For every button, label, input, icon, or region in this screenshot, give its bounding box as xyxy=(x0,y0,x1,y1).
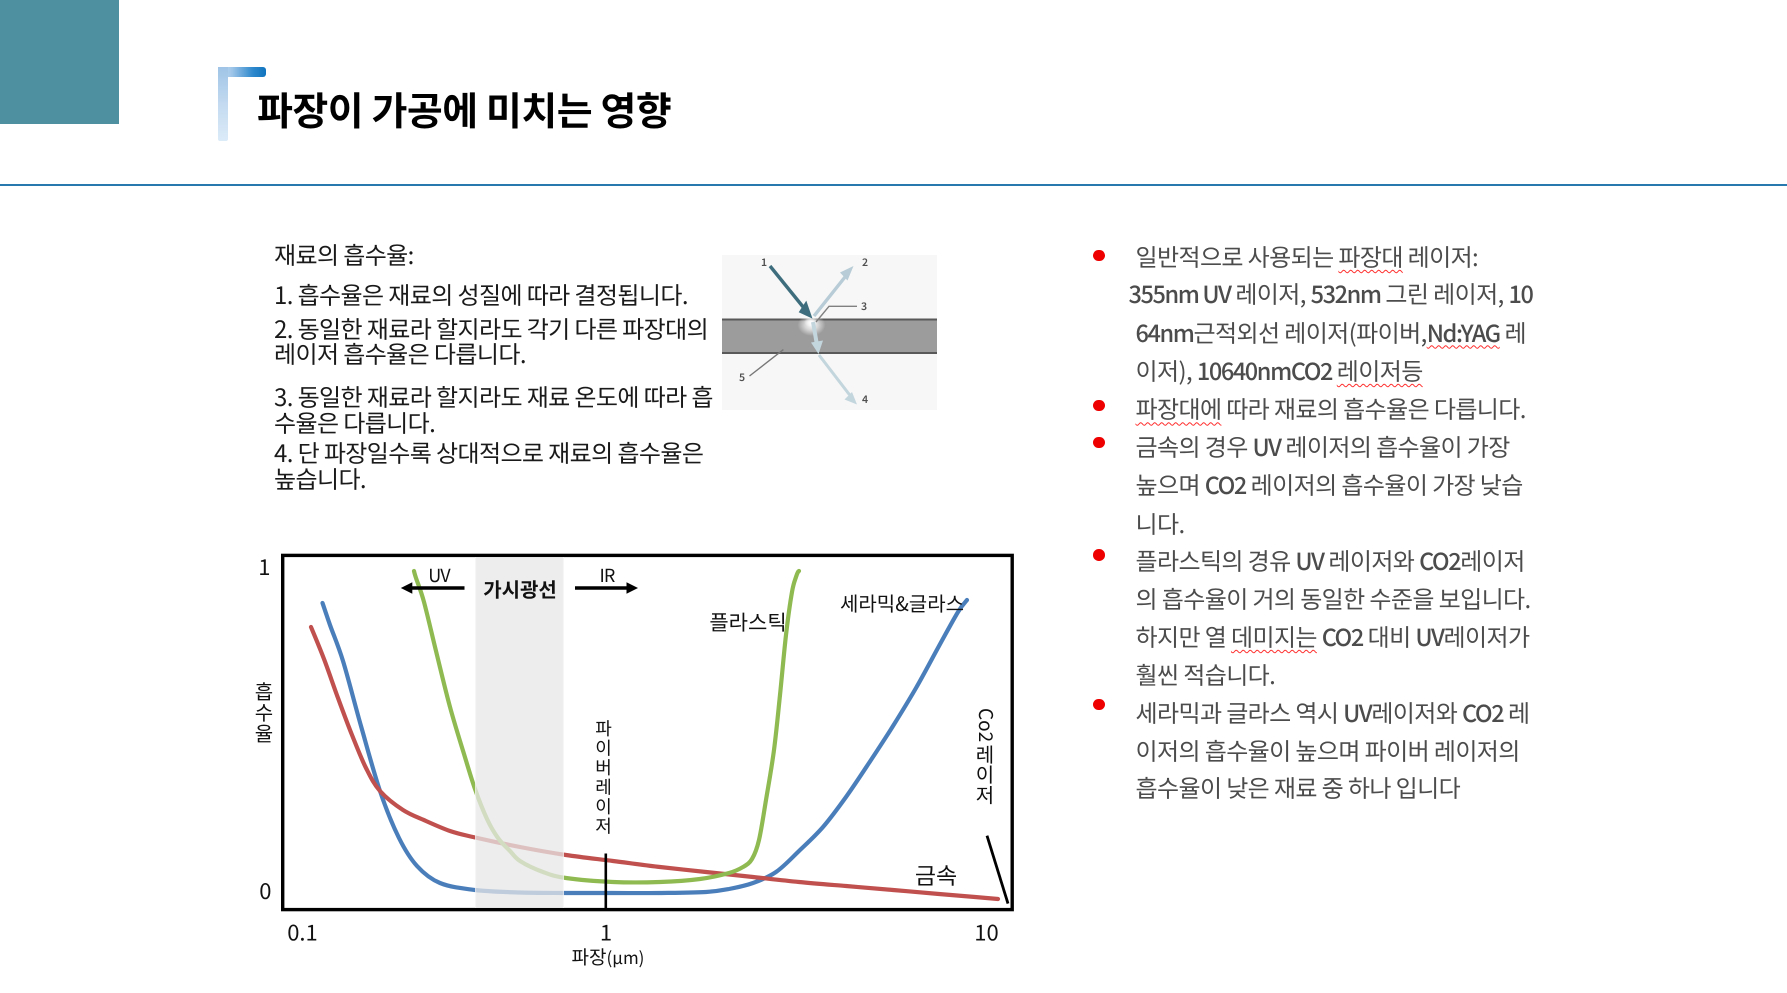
svg-text:저: 저 xyxy=(595,813,612,839)
svg-text:5: 5 xyxy=(739,370,745,385)
svg-text:3: 3 xyxy=(861,299,867,314)
svg-text:율: 율 xyxy=(255,718,273,747)
svg-text:흡: 흡 xyxy=(255,676,273,705)
svg-text:파장(μm): 파장(μm) xyxy=(572,943,645,970)
svg-text:세라믹&글라스: 세라믹&글라스 xyxy=(840,588,964,617)
svg-text:2: 2 xyxy=(862,255,868,270)
svg-text:UV: UV xyxy=(428,562,451,588)
svg-text:레: 레 xyxy=(595,774,612,800)
svg-text:4: 4 xyxy=(862,392,868,407)
svg-text:1: 1 xyxy=(761,255,767,270)
svg-text:레: 레 xyxy=(976,739,994,768)
svg-text:1: 1 xyxy=(258,550,270,582)
svg-text:버: 버 xyxy=(595,754,612,780)
svg-text:0: 0 xyxy=(259,874,271,906)
svg-text:금속: 금속 xyxy=(915,857,957,891)
svg-text:IR: IR xyxy=(599,562,614,588)
svg-text:이: 이 xyxy=(976,759,994,788)
svg-text:플라스틱: 플라스틱 xyxy=(709,607,786,637)
svg-text:Co2: Co2 xyxy=(973,708,1000,742)
svg-text:이: 이 xyxy=(595,793,612,819)
svg-text:파: 파 xyxy=(595,715,612,741)
svg-text:0.1: 0.1 xyxy=(287,916,318,948)
svg-text:1: 1 xyxy=(600,916,612,948)
svg-text:저: 저 xyxy=(976,780,994,809)
svg-text:수: 수 xyxy=(255,697,273,726)
svg-text:10: 10 xyxy=(974,916,998,948)
svg-text:이: 이 xyxy=(595,735,612,761)
svg-text:가시광선: 가시광선 xyxy=(483,574,557,603)
